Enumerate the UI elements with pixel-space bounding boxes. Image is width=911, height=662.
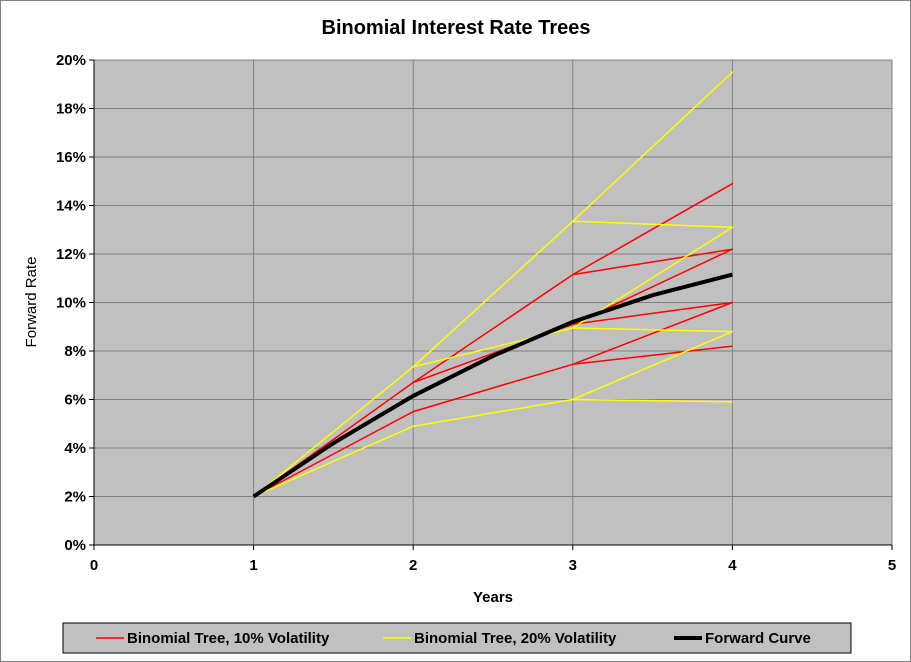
y-tick-label: 0% [64,537,86,554]
chart-title: Binomial Interest Rate Trees [322,17,591,39]
y-tick-label: 18% [56,101,86,118]
legend-label: Binomial Tree, 10% Volatility [127,630,330,647]
y-tick-label: 12% [56,246,86,263]
x-tick-label: 0 [90,557,98,574]
series-lines [252,71,734,499]
y-tick-label: 8% [64,343,86,360]
y-tick-label: 2% [64,489,86,506]
y-tick-label: 10% [56,295,86,312]
series-line-forward-curve [252,272,733,499]
x-tick-label: 1 [249,557,257,574]
series-branch-binomial-tree-20-volatility [253,398,733,498]
y-tick-label: 16% [56,149,86,166]
y-tick-label: 14% [56,198,86,215]
y-tick-label: 4% [64,440,86,457]
gridlines [94,60,892,545]
x-tick-label: 2 [409,557,417,574]
y-tick-label: 20% [56,52,86,69]
legend-box [62,622,852,654]
series-branch-binomial-tree-10-volatility [253,345,733,498]
y-tick-label: 6% [64,392,86,409]
x-tick-label: 3 [569,557,577,574]
series-line-binomial-tree-10-volatility [253,182,734,498]
legend-label: Binomial Tree, 20% Volatility [414,630,617,647]
y-axis-label: Forward Rate [23,257,40,348]
x-tick-label: 5 [888,557,896,574]
x-axis-label: Years [473,589,513,606]
legend: Binomial Tree, 10% Volatility Binomial Tr… [62,622,852,654]
legend-label: Forward Curve [705,630,811,647]
axes: 0% 2% 4% 6% 8% 10% 12% 14% 16% 18% 20% 0 1 2 3 4 5 [56,52,896,574]
x-tick-label: 4 [728,557,737,574]
series-line-binomial-tree-20-volatility [253,71,734,498]
